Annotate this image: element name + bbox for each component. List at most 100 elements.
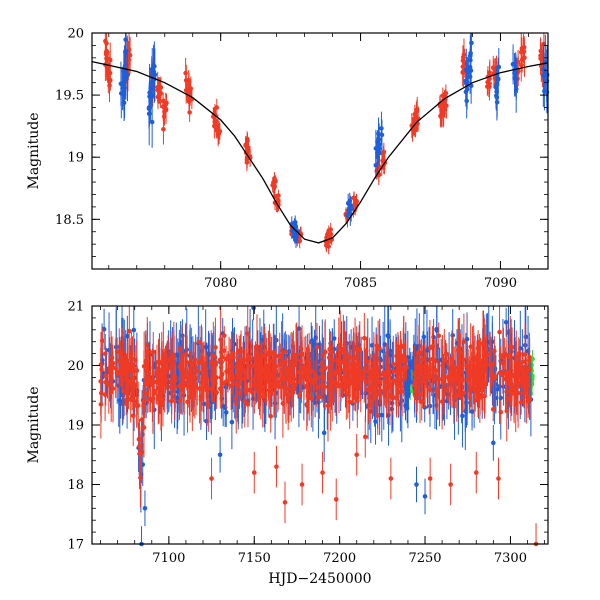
- x-tick-label: 7090: [484, 276, 517, 291]
- y-tick-label: 20: [67, 27, 84, 42]
- data-point: [123, 37, 128, 42]
- data-point: [542, 88, 547, 94]
- data-point: [141, 364, 147, 369]
- data-point: [388, 384, 394, 389]
- data-point: [518, 400, 524, 405]
- data-point: [320, 470, 325, 475]
- data-point: [134, 368, 139, 373]
- data-point: [188, 369, 193, 375]
- x-tick-label: 7200: [323, 551, 356, 566]
- data-point: [460, 413, 465, 419]
- data-point: [376, 131, 381, 136]
- data-point: [164, 100, 169, 106]
- data-point: [223, 356, 229, 362]
- data-point: [272, 380, 278, 386]
- top-y-axis-label: Magnitude: [26, 112, 42, 189]
- data-point: [404, 406, 410, 411]
- data-point: [379, 126, 384, 131]
- data-point: [256, 382, 261, 387]
- data-point: [464, 336, 470, 342]
- data-point: [306, 360, 312, 366]
- data-point: [106, 70, 112, 76]
- data-point: [430, 356, 435, 362]
- data-point: [514, 362, 519, 367]
- data-point: [278, 362, 283, 367]
- data-point: [441, 378, 447, 384]
- data-point: [183, 70, 188, 76]
- data-point: [465, 377, 470, 383]
- data-point: [491, 440, 496, 446]
- data-point: [443, 387, 449, 393]
- data-point: [161, 114, 167, 119]
- data-point: [226, 367, 231, 373]
- data-point: [171, 354, 177, 360]
- data-point: [366, 402, 372, 408]
- data-point: [461, 357, 466, 362]
- data-point: [217, 357, 223, 363]
- data-point: [448, 379, 453, 384]
- data-point: [119, 356, 125, 361]
- data-point: [136, 436, 142, 442]
- data-point: [221, 348, 227, 353]
- data-point: [341, 349, 346, 354]
- data-point: [146, 379, 152, 385]
- data-point: [503, 376, 508, 382]
- data-point: [527, 397, 533, 402]
- data-point: [445, 374, 451, 380]
- y-tick-label: 19.5: [55, 89, 84, 104]
- data-point: [161, 126, 166, 132]
- data-point: [343, 374, 349, 380]
- data-point: [293, 238, 299, 243]
- data-point: [472, 371, 478, 376]
- data-point: [284, 366, 290, 371]
- data-point: [109, 355, 115, 361]
- data-point: [238, 349, 243, 355]
- data-point: [285, 394, 291, 400]
- data-point: [280, 401, 286, 406]
- data-point: [139, 449, 144, 455]
- data-point: [519, 379, 524, 385]
- data-point: [346, 208, 352, 214]
- y-tick-label: 19: [67, 419, 84, 434]
- data-point: [245, 149, 251, 154]
- data-point: [507, 372, 513, 378]
- data-point: [308, 368, 314, 374]
- bottom-y-tick-labels: 17 18 19 20 21: [67, 300, 84, 553]
- bottom-y-axis-label: Magnitude: [26, 386, 42, 463]
- data-point: [417, 362, 422, 368]
- data-point: [213, 360, 219, 365]
- data-point: [150, 349, 156, 355]
- data-point: [336, 383, 342, 389]
- x-tick-label: 7150: [238, 551, 271, 566]
- data-point: [380, 372, 386, 377]
- data-point: [239, 376, 245, 382]
- data-point: [500, 372, 505, 378]
- data-point: [271, 362, 277, 367]
- data-point: [498, 395, 504, 401]
- data-point: [417, 392, 423, 397]
- y-tick-label: 21: [67, 300, 84, 315]
- data-point: [394, 381, 399, 386]
- data-point: [472, 389, 478, 395]
- data-point: [347, 399, 352, 405]
- data-point: [492, 348, 497, 354]
- data-point: [503, 319, 509, 325]
- data-point: [98, 402, 104, 407]
- data-point: [234, 390, 240, 395]
- data-point: [185, 384, 191, 390]
- data-point: [521, 384, 527, 390]
- top-ticks: [92, 32, 548, 270]
- data-point: [245, 331, 251, 336]
- top-panel: 7080 7085 7090 18.5 19 19.5 20 Magnitude: [26, 27, 550, 291]
- data-point: [201, 401, 207, 407]
- data-point: [358, 376, 364, 381]
- data-point: [181, 373, 186, 379]
- data-point: [492, 390, 497, 396]
- data-point: [249, 364, 254, 369]
- data-point: [281, 376, 286, 381]
- data-point: [118, 401, 123, 406]
- data-point: [544, 72, 550, 78]
- data-point: [370, 366, 376, 372]
- data-point: [348, 369, 354, 374]
- data-point: [203, 375, 209, 380]
